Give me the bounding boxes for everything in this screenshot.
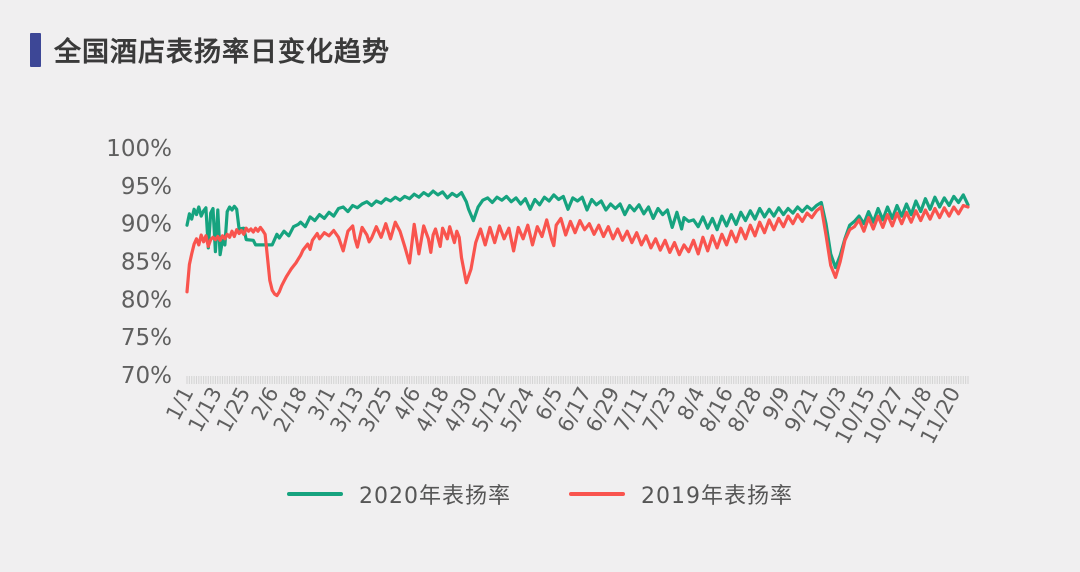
- y-axis-label: 75%: [121, 325, 172, 351]
- page-title: 全国酒店表扬率日变化趋势: [54, 37, 390, 68]
- legend-item-2020: 2020年表扬率: [287, 478, 511, 510]
- chart-header: 全国酒店表扬率日变化趋势: [30, 30, 390, 69]
- chart-legend: 2020年表扬率 2019年表扬率: [0, 478, 1080, 510]
- y-axis-label: 70%: [121, 363, 172, 389]
- title-accent-bar: [30, 32, 41, 67]
- y-axis-label: 85%: [121, 250, 172, 276]
- series-line-2019: [185, 203, 970, 298]
- legend-line-swatch-2020: [287, 492, 343, 496]
- y-axis-label: 100%: [106, 136, 172, 162]
- legend-label-2019: 2019年表扬率: [641, 484, 793, 509]
- chart-canvas: 100%95%90%85%80%75%70%1/11/131/252/62/18…: [106, 136, 970, 448]
- y-axis-label: 80%: [121, 287, 172, 313]
- legend-line-swatch-2019: [569, 492, 625, 496]
- line-chart: 100% 95% 90% 85% 80% 75% 70% 1/1 1/13 1/25 2/6 2/18…: [0, 90, 1080, 490]
- x-axis-tick-band: [186, 376, 969, 384]
- y-axis-label: 95%: [121, 174, 172, 200]
- y-axis-label: 90%: [121, 212, 172, 238]
- legend-item-2019: 2019年表扬率: [569, 478, 793, 510]
- series-line-2020: [185, 189, 970, 270]
- legend-label-2020: 2020年表扬率: [359, 484, 511, 509]
